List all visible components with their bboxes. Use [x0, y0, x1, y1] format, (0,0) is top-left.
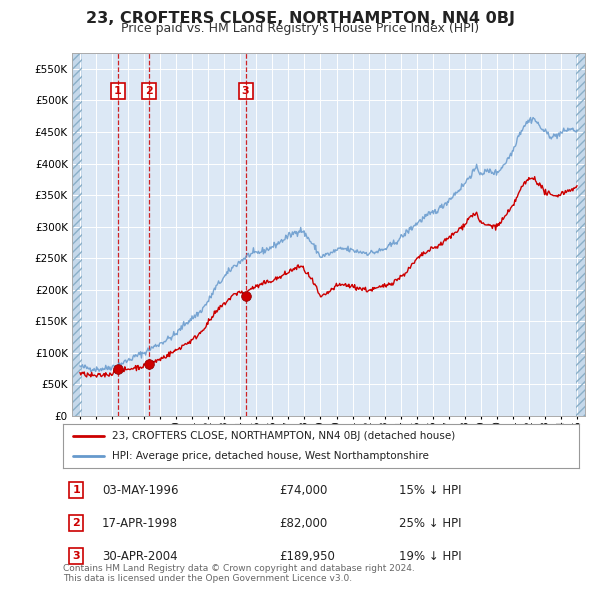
Text: 2: 2: [145, 86, 152, 96]
Text: 3: 3: [73, 552, 80, 561]
Text: Contains HM Land Registry data © Crown copyright and database right 2024.
This d: Contains HM Land Registry data © Crown c…: [63, 563, 415, 583]
Text: 30-APR-2004: 30-APR-2004: [102, 550, 178, 563]
Bar: [576, 53, 585, 416]
Text: £189,950: £189,950: [279, 550, 335, 563]
Text: 2: 2: [73, 519, 80, 528]
Bar: [72, 53, 82, 416]
Text: 1: 1: [73, 486, 80, 495]
Text: 23, CROFTERS CLOSE, NORTHAMPTON, NN4 0BJ (detached house): 23, CROFTERS CLOSE, NORTHAMPTON, NN4 0BJ…: [112, 431, 455, 441]
Text: 17-APR-1998: 17-APR-1998: [102, 517, 178, 530]
Text: 15% ↓ HPI: 15% ↓ HPI: [399, 484, 461, 497]
Text: 03-MAY-1996: 03-MAY-1996: [102, 484, 179, 497]
Text: 1: 1: [114, 86, 122, 96]
Text: 3: 3: [242, 86, 250, 96]
Text: 25% ↓ HPI: 25% ↓ HPI: [399, 517, 461, 530]
Bar: [72, 53, 82, 416]
Text: Price paid vs. HM Land Registry's House Price Index (HPI): Price paid vs. HM Land Registry's House …: [121, 22, 479, 35]
Text: 23, CROFTERS CLOSE, NORTHAMPTON, NN4 0BJ: 23, CROFTERS CLOSE, NORTHAMPTON, NN4 0BJ: [86, 11, 515, 25]
Text: 19% ↓ HPI: 19% ↓ HPI: [399, 550, 461, 563]
Text: £82,000: £82,000: [279, 517, 327, 530]
Text: HPI: Average price, detached house, West Northamptonshire: HPI: Average price, detached house, West…: [112, 451, 429, 461]
Text: £74,000: £74,000: [279, 484, 328, 497]
Bar: [576, 53, 585, 416]
